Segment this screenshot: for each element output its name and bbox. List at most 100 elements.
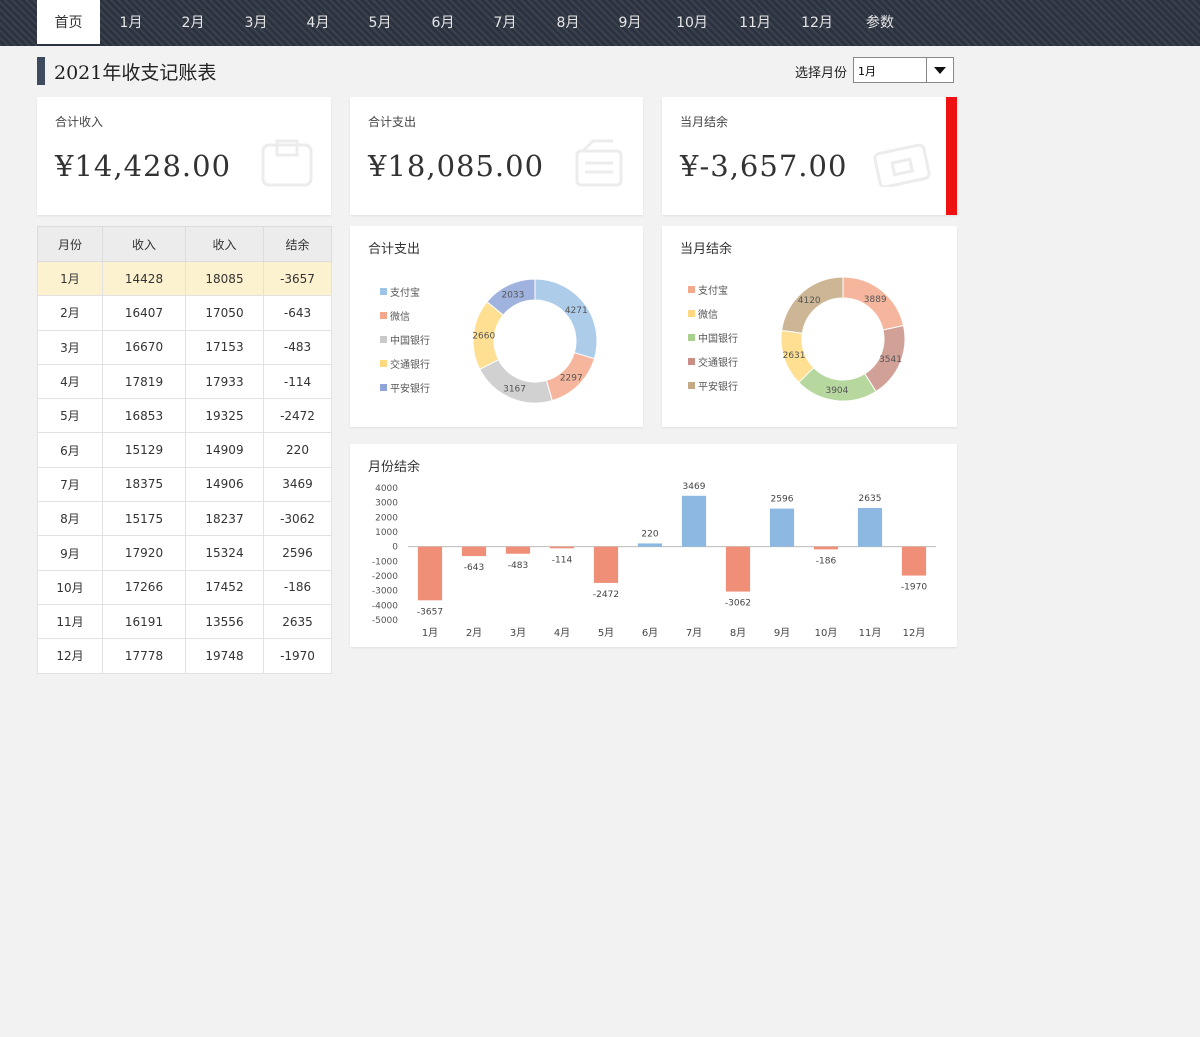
cell-month: 2月 [37, 295, 103, 331]
bar-data-label: -643 [464, 563, 484, 573]
table-row: 1月 14428 18085 -3657 [37, 260, 332, 297]
legend-label: 支付宝 [390, 288, 420, 299]
y-tick-label: 2000 [375, 513, 398, 523]
bar-data-label: -3062 [725, 599, 751, 609]
y-tick-label: 4000 [375, 484, 398, 494]
tab-params[interactable]: 参数 [866, 15, 894, 31]
donut-data-label: 4120 [798, 296, 821, 306]
cell-expense: 17050 [185, 295, 264, 331]
expense-donut-chart: 4271 2297 3167 2660 2033 [472, 278, 598, 404]
header-month: 月份 [37, 226, 103, 262]
bar-data-label: 2596 [771, 495, 794, 505]
monthly-summary-table: 月份 收入 收入 结余 1月 14428 18085 -3657 2月 16407 1705… [37, 226, 332, 674]
cell-income: 17778 [102, 638, 186, 674]
header-expense: 收入 [185, 226, 264, 262]
bar-data-label: 2635 [859, 494, 882, 504]
cell-balance: -483 [263, 329, 332, 365]
donut-data-label: 3889 [864, 295, 887, 305]
legend-item: 平安银行 [688, 378, 738, 393]
cell-income: 16407 [102, 295, 186, 331]
tab-month-7[interactable]: 7月 [493, 15, 517, 31]
legend-item: 微信 [380, 308, 410, 323]
balance-donut-chart: 3889 3541 3904 2631 4120 [780, 276, 906, 402]
cell-balance: -3062 [263, 501, 332, 537]
table-row: 4月 17819 17933 -114 [37, 363, 332, 400]
y-tick-label: 0 [392, 543, 398, 553]
donut-data-label: 2660 [472, 332, 495, 342]
legend-swatch [380, 336, 387, 343]
cell-balance: 2635 [263, 603, 332, 640]
cell-income: 17819 [102, 363, 186, 400]
tab-month-11[interactable]: 11月 [739, 15, 771, 31]
y-tick-label: -2000 [372, 572, 398, 582]
cell-month: 12月 [37, 638, 103, 674]
bar-data-label: -3657 [417, 607, 443, 617]
tab-month-6[interactable]: 6月 [431, 15, 455, 31]
tab-month-2[interactable]: 2月 [181, 15, 205, 31]
bill-icon [575, 139, 623, 187]
x-tick-label: 6月 [642, 627, 658, 639]
bar-data-label: -1970 [901, 583, 927, 593]
bar-11月 [857, 508, 883, 547]
table-row: 8月 15175 18237 -3062 [37, 501, 332, 537]
legend-item: 支付宝 [688, 282, 728, 297]
cell-income: 18375 [102, 466, 186, 503]
tab-home[interactable]: 首页 [37, 0, 100, 46]
legend-item: 支付宝 [380, 284, 420, 299]
cell-expense: 19748 [185, 638, 264, 674]
table-row: 11月 16191 13556 2635 [37, 603, 332, 640]
legend-label: 平安银行 [390, 384, 430, 395]
cell-month: 9月 [37, 535, 103, 571]
x-tick-label: 2月 [466, 627, 482, 639]
purse-icon [873, 143, 931, 187]
tab-month-5[interactable]: 5月 [368, 15, 392, 31]
legend-swatch [688, 286, 695, 293]
cell-income: 15175 [102, 501, 186, 537]
table-row: 12月 17778 19748 -1970 [37, 638, 332, 674]
legend-label: 中国银行 [390, 336, 430, 347]
tab-month-4[interactable]: 4月 [306, 15, 330, 31]
bar-5月 [593, 546, 619, 583]
x-tick-label: 8月 [730, 627, 746, 639]
legend-swatch [688, 310, 695, 317]
x-tick-label: 7月 [686, 627, 702, 639]
cell-balance: -643 [263, 295, 332, 331]
bar-data-label: -186 [816, 556, 837, 566]
cell-balance: 2596 [263, 535, 332, 571]
cell-income: 16853 [102, 398, 186, 434]
month-select-dropdown[interactable]: 1月 [853, 57, 954, 83]
cell-month: 3月 [37, 329, 103, 365]
legend-label: 交通银行 [698, 358, 738, 369]
cell-income: 15129 [102, 432, 186, 468]
donut-data-label: 3541 [879, 355, 902, 365]
legend-label: 中国银行 [698, 334, 738, 345]
y-tick-label: 1000 [375, 528, 398, 538]
cell-balance: -2472 [263, 398, 332, 434]
month-select-label: 选择月份 [795, 66, 848, 81]
legend-label: 微信 [390, 312, 410, 323]
header-income: 收入 [102, 226, 186, 262]
legend-item: 平安银行 [380, 380, 430, 395]
dropdown-arrow-button[interactable] [926, 58, 953, 82]
cell-month: 10月 [37, 569, 103, 605]
x-tick-label: 4月 [554, 627, 570, 639]
cell-month: 1月 [37, 260, 103, 297]
tab-month-12[interactable]: 12月 [801, 15, 833, 31]
cell-income: 14428 [102, 260, 186, 297]
tab-month-1[interactable]: 1月 [119, 15, 143, 31]
table-header-row: 月份 收入 收入 结余 [37, 226, 332, 262]
tab-month-10[interactable]: 10月 [676, 15, 708, 31]
title-accent-bar [37, 57, 45, 85]
tab-month-8[interactable]: 8月 [556, 15, 580, 31]
cell-month: 7月 [37, 466, 103, 503]
donut-data-label: 2297 [560, 374, 583, 384]
y-tick-label: 3000 [375, 499, 398, 509]
donut-slice-平安银行 [486, 278, 536, 316]
tab-month-9[interactable]: 9月 [618, 15, 642, 31]
legend-item: 中国银行 [688, 330, 738, 345]
bar-7月 [681, 495, 707, 547]
table-row: 6月 15129 14909 220 [37, 432, 332, 468]
cell-month: 6月 [37, 432, 103, 468]
tab-month-3[interactable]: 3月 [244, 15, 268, 31]
bar-data-label: 220 [641, 529, 658, 539]
